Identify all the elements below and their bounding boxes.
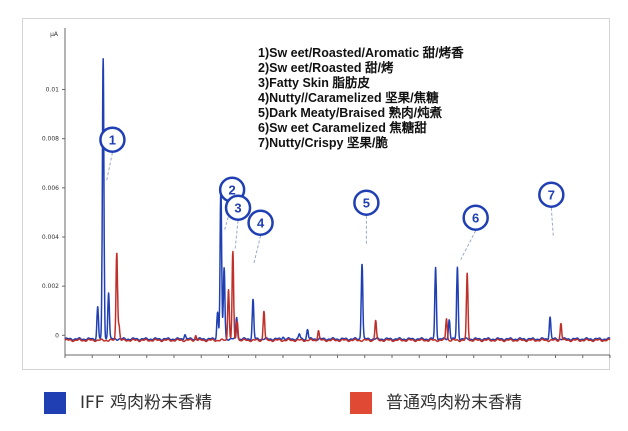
- chromatogram-frame: [22, 18, 610, 370]
- peak-annotation-label: 3: [234, 201, 241, 216]
- y-tick-label: 0.008: [42, 136, 59, 143]
- legend-swatch-iff: [44, 392, 66, 414]
- peak-annotation-label: 7: [548, 188, 555, 203]
- annotation-list-item: 4)Nutty//Caramelized 坚果/焦糖: [258, 90, 439, 105]
- annotation-list-item: 3)Fatty Skin 脂肪皮: [258, 75, 370, 90]
- legend-label-regular: 普通鸡肉粉末香精: [386, 393, 522, 413]
- peak-annotation-marker: [224, 194, 252, 221]
- annotation-list-item: 1)Sw eet/Roasted/Aromatic 甜/烤香: [258, 45, 464, 60]
- legend-swatch-regular: [350, 392, 372, 414]
- y-tick-label: 0.01: [46, 86, 60, 93]
- peak-annotation-marker: [99, 126, 126, 153]
- annotation-pointer: [105, 152, 113, 182]
- annotation-pointer: [550, 207, 554, 237]
- peak-annotation-label: 5: [363, 196, 370, 211]
- y-tick-label: 0.004: [42, 234, 59, 241]
- legend-label-iff: IFF 鸡肉粉末香精: [80, 393, 212, 413]
- peak-annotation-marker: [462, 204, 489, 231]
- annotation-list-item: 7)Nutty/Crispy 坚果/脆: [258, 135, 388, 150]
- peak-annotation-marker: [538, 181, 565, 208]
- annotation-pointer: [460, 230, 477, 260]
- peak-annotation-label: 6: [472, 211, 479, 226]
- peak-annotation-marker: [353, 189, 380, 216]
- series-line-iff: [64, 58, 611, 341]
- annotation-pointer: [253, 235, 262, 265]
- annotation-pointer: [234, 220, 239, 250]
- y-tick-label: 0.006: [42, 185, 59, 192]
- annotation-list-item: 6)Sw eet Caramelized 焦糖甜: [258, 120, 427, 135]
- y-tick-label: 0.002: [42, 283, 59, 290]
- peak-annotation-label: 4: [257, 216, 265, 231]
- y-unit-label: μA: [50, 31, 59, 38]
- peak-annotation-label: 2: [229, 183, 236, 198]
- peak-annotation-marker: [247, 209, 274, 236]
- y-tick-label: 0: [55, 332, 59, 339]
- annotation-list-item: 2)Sw eet/Roasted 甜/烤: [258, 60, 394, 75]
- annotation-list-item: 5)Dark Meaty/Braised 熟肉/炖煮: [258, 105, 443, 120]
- series-line-regular: [64, 250, 611, 343]
- peak-annotation-label: 1: [109, 133, 116, 148]
